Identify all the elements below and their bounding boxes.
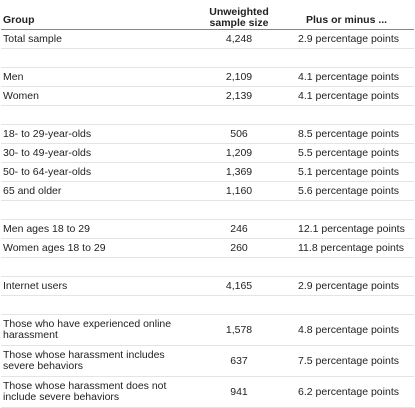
sample-cell: 1,209 — [194, 143, 284, 163]
spacer-cell — [284, 200, 414, 220]
table-row: 50- to 64-year-olds 1,369 5.1 percentage p… — [1, 162, 414, 182]
group-cell: 50- to 64-year-olds — [1, 162, 194, 182]
group-cell: Internet users — [1, 276, 194, 296]
spacer-cell — [1, 200, 194, 220]
spacer-cell — [194, 48, 284, 68]
group-cell: Total sample — [1, 29, 194, 49]
moe-cell: 11.8 percentage points — [284, 238, 414, 258]
moe-cell: 7.5 percentage points — [284, 345, 414, 377]
spacer-cell — [1, 257, 194, 277]
spacer-row — [1, 105, 414, 125]
table-row: Total sample 4,248 2.9 percentage points — [1, 29, 414, 49]
group-cell: Women ages 18 to 29 — [1, 238, 194, 258]
group-cell: Those who have experienced online harass… — [1, 314, 194, 346]
header-group: Group — [1, 0, 194, 30]
table-row: Men ages 18 to 29 246 12.1 percentage poin… — [1, 219, 414, 239]
header-row: Group Unweighted sample size Plus or min… — [1, 0, 414, 30]
spacer-row — [1, 200, 414, 220]
sample-cell: 246 — [194, 219, 284, 239]
group-cell: Men — [1, 67, 194, 87]
spacer-row — [1, 257, 414, 277]
table-row: Those who have experienced online harass… — [1, 314, 414, 346]
sample-cell: 260 — [194, 238, 284, 258]
moe-cell: 8.5 percentage points — [284, 124, 414, 144]
sample-cell: 2,109 — [194, 67, 284, 87]
group-cell: 18- to 29-year-olds — [1, 124, 194, 144]
sample-cell: 4,165 — [194, 276, 284, 296]
moe-cell: 2.9 percentage points — [284, 276, 414, 296]
spacer-cell — [1, 48, 194, 68]
table-row: Internet users 4,165 2.9 percentage points — [1, 276, 414, 296]
sample-cell: 1,369 — [194, 162, 284, 182]
group-cell: Men ages 18 to 29 — [1, 219, 194, 239]
group-cell: Those whose harassment includes severe b… — [1, 345, 194, 377]
spacer-cell — [1, 105, 194, 125]
moe-cell: 2.9 percentage points — [284, 29, 414, 49]
spacer-cell — [194, 295, 284, 315]
spacer-cell — [284, 257, 414, 277]
sample-cell: 1,578 — [194, 314, 284, 346]
group-cell: 30- to 49-year-olds — [1, 143, 194, 163]
moe-cell: 4.1 percentage points — [284, 67, 414, 87]
sample-cell: 2,139 — [194, 86, 284, 106]
moe-cell: 5.6 percentage points — [284, 181, 414, 201]
spacer-cell — [284, 105, 414, 125]
table-row: Women 2,139 4.1 percentage points — [1, 86, 414, 106]
table-row: Women ages 18 to 29 260 11.8 percentage po… — [1, 238, 414, 258]
spacer-cell — [194, 105, 284, 125]
spacer-cell — [194, 200, 284, 220]
sample-cell: 506 — [194, 124, 284, 144]
moe-cell: 4.8 percentage points — [284, 314, 414, 346]
header-moe: Plus or minus ... — [284, 0, 414, 30]
table-body: Total sample 4,248 2.9 percentage points Me… — [1, 29, 414, 408]
header-sample: Unweighted sample size — [194, 0, 284, 30]
spacer-row — [1, 48, 414, 68]
spacer-cell — [284, 48, 414, 68]
sample-cell: 4,248 — [194, 29, 284, 49]
moe-cell: 12.1 percentage points — [284, 219, 414, 239]
spacer-cell — [284, 295, 414, 315]
moe-cell: 5.5 percentage points — [284, 143, 414, 163]
sample-cell: 637 — [194, 345, 284, 377]
moe-cell: 4.1 percentage points — [284, 86, 414, 106]
group-cell: Women — [1, 86, 194, 106]
group-cell: 65 and older — [1, 181, 194, 201]
table-row: 30- to 49-year-olds 1,209 5.5 percentage p… — [1, 143, 414, 163]
table-row: Men 2,109 4.1 percentage points — [1, 67, 414, 87]
table-row: Those whose harassment includes severe b… — [1, 345, 414, 377]
table-row: 18- to 29-year-olds 506 8.5 percentage poi… — [1, 124, 414, 144]
spacer-cell — [194, 257, 284, 277]
sample-cell: 1,160 — [194, 181, 284, 201]
table-row: 65 and older 1,160 5.6 percentage points — [1, 181, 414, 201]
spacer-cell — [1, 295, 194, 315]
moe-cell: 5.1 percentage points — [284, 162, 414, 182]
spacer-row — [1, 295, 414, 315]
